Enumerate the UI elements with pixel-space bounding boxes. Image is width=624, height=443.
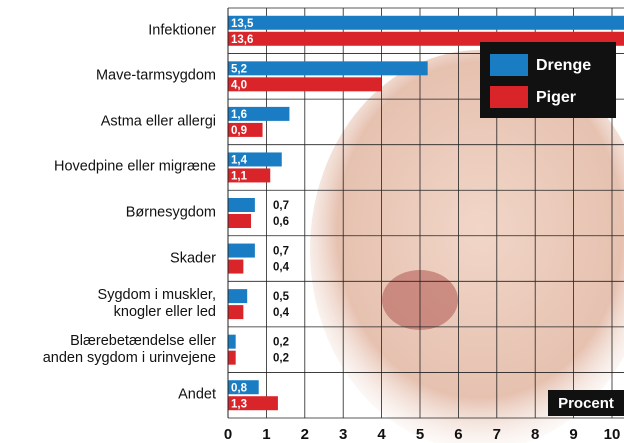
category-label: Sygdom i muskler, knogler eller led (0, 287, 216, 321)
value-label: 0,8 (231, 382, 248, 394)
legend-swatch (490, 86, 528, 108)
x-tick-label: 3 (339, 426, 347, 443)
legend-label: Piger (536, 89, 576, 106)
value-label: 0,7 (273, 200, 289, 212)
value-label: 1,4 (231, 154, 248, 166)
legend-swatch (490, 54, 528, 76)
value-label: 13,5 (231, 18, 254, 30)
bar (228, 260, 243, 274)
category-label: Infektioner (0, 22, 216, 39)
category-label: Astma eller allergi (0, 113, 216, 130)
x-tick-label: 1 (262, 426, 270, 443)
value-label: 0,4 (273, 262, 290, 274)
value-label: 0,2 (273, 337, 289, 349)
bar (228, 214, 251, 228)
bar (228, 289, 247, 303)
x-tick-label: 10 (604, 426, 621, 443)
category-label: Mave-tarmsygdom (0, 68, 216, 85)
chart-wrap: 0 1 2 3 4 5 6 7 8 9 10 13,5 13,6 5,2 4,0 1,6 0,9 1,4 1,1 0,… (0, 0, 624, 443)
value-label: 0,6 (273, 216, 289, 228)
bar (228, 351, 236, 365)
value-label: 1,1 (231, 170, 248, 182)
x-tick-label: 7 (493, 426, 501, 443)
chart: 0 1 2 3 4 5 6 7 8 9 10 13,5 13,6 5,2 4,0 1,6 0,9 1,4 1,1 0,… (0, 0, 624, 443)
value-label: 0,2 (273, 353, 289, 365)
category-label: Blærebetændelse eller anden sygdom i uri… (0, 333, 216, 367)
category-label: Børnesygdom (0, 205, 216, 222)
value-label: 13,6 (231, 34, 253, 46)
value-label: 4,0 (231, 79, 247, 91)
value-label: 0,7 (273, 246, 289, 258)
bar (228, 61, 428, 75)
category-label: Andet (0, 387, 216, 404)
value-label: 0,5 (273, 291, 290, 303)
x-tick-label: 2 (301, 426, 309, 443)
value-label: 1,3 (231, 398, 247, 410)
value-label: 0,4 (273, 307, 290, 319)
value-label: 1,6 (231, 109, 247, 121)
x-tick-label: 5 (416, 426, 424, 443)
x-tick-label: 9 (569, 426, 577, 443)
bar (228, 305, 243, 319)
value-label: 5,2 (231, 63, 247, 75)
bar (228, 244, 255, 258)
bar (228, 16, 624, 30)
x-tick-label: 8 (531, 426, 539, 443)
value-label: 0,9 (231, 125, 247, 137)
x-tick-label: 4 (377, 426, 386, 443)
legend-label: Drenge (536, 57, 591, 74)
category-label: Skader (0, 250, 216, 267)
bar (228, 77, 382, 91)
x-axis-label: Procent (558, 395, 614, 412)
x-tick-label: 0 (224, 426, 232, 443)
category-label: Hovedpine eller migræne (0, 159, 216, 176)
x-tick-label: 6 (454, 426, 462, 443)
bar (228, 335, 236, 349)
bar (228, 198, 255, 212)
